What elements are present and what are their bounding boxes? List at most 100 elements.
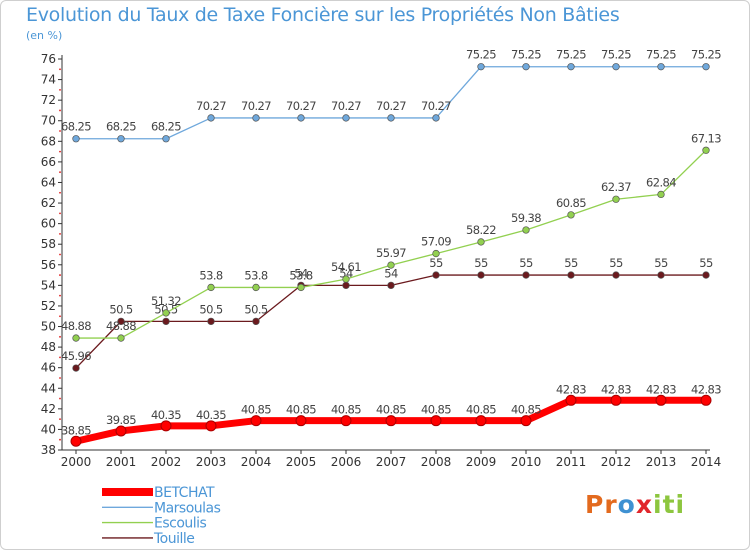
data-point-escoulis — [657, 190, 665, 199]
y-minor-tick — [59, 130, 61, 132]
data-label-touille: 50.5 — [244, 302, 267, 316]
legend-label-escoulis: Escoulis — [154, 516, 207, 532]
y-tick-label: 58 — [41, 237, 56, 251]
logo-letter: i — [653, 490, 663, 519]
series-line-touille — [75, 274, 707, 369]
logo-letter: o — [617, 490, 636, 519]
data-label-touille: 54 — [384, 266, 398, 280]
data-point-betchat — [385, 415, 397, 427]
data-label-betchat: 40.35 — [151, 408, 181, 422]
y-tick-label: 40 — [41, 422, 56, 436]
y-minor-tick — [59, 253, 61, 256]
x-tick-label: 2010 — [511, 455, 542, 469]
data-label-escoulis: 54.61 — [331, 260, 361, 274]
data-point-escoulis — [387, 261, 395, 269]
data-label-escoulis: 67.13 — [691, 131, 721, 145]
data-label-betchat: 42.83 — [601, 382, 631, 396]
logo-letter: i — [675, 490, 686, 519]
data-label-escoulis: 55.97 — [376, 246, 406, 260]
data-point-touille — [432, 271, 440, 279]
data-point-touille — [72, 364, 80, 372]
data-point-touille — [477, 271, 485, 279]
legend-label-touille: Touille — [153, 531, 194, 547]
x-tick-label: 2012 — [601, 455, 632, 469]
chart-title: Evolution du Taux de Taxe Foncière sur l… — [26, 4, 620, 26]
data-label-betchat: 40.85 — [376, 403, 406, 417]
data-label-touille: 55 — [519, 256, 533, 270]
data-point-marsoulas — [72, 135, 80, 143]
y-minor-tick — [59, 377, 61, 379]
y-minor-tick — [59, 335, 61, 338]
data-point-escoulis — [252, 283, 260, 292]
data-label-touille: 54 — [294, 266, 308, 280]
data-point-marsoulas — [207, 114, 215, 122]
data-point-marsoulas — [252, 114, 260, 122]
x-tick-label: 2009 — [466, 455, 497, 469]
y-minor-tick — [59, 418, 61, 421]
y-minor-tick — [59, 438, 61, 441]
data-label-marsoulas: 70.27 — [241, 99, 271, 113]
data-label-touille: 55 — [609, 256, 623, 270]
logo-letter: P — [585, 490, 605, 519]
logo-letter: t — [662, 490, 676, 519]
x-tick-label: 2002 — [151, 455, 182, 469]
data-label-touille: 50.5 — [199, 302, 222, 316]
data-label-betchat: 42.83 — [691, 382, 721, 396]
data-point-betchat — [430, 415, 442, 427]
legend-label-betchat: BETCHAT — [154, 485, 215, 501]
logo-letter: x — [635, 490, 653, 519]
x-tick-label: 2007 — [376, 455, 407, 469]
data-point-touille — [342, 281, 350, 290]
y-tick-label: 44 — [41, 381, 56, 395]
y-minor-tick — [59, 315, 61, 318]
data-point-marsoulas — [297, 114, 305, 122]
data-point-marsoulas — [612, 63, 620, 71]
data-label-marsoulas: 70.27 — [196, 99, 226, 113]
x-tick-label: 2004 — [241, 455, 272, 469]
data-label-marsoulas: 75.25 — [691, 48, 721, 62]
data-label-marsoulas: 75.25 — [466, 48, 496, 62]
x-tick-label: 2000 — [61, 455, 92, 469]
data-label-betchat: 40.85 — [331, 403, 361, 417]
y-tick-label: 74 — [41, 73, 56, 87]
data-point-betchat — [205, 420, 217, 432]
y-tick-label: 68 — [41, 134, 56, 148]
data-point-touille — [702, 271, 710, 279]
data-point-touille — [207, 317, 215, 326]
y-minor-tick — [59, 274, 61, 276]
x-tick-label: 2011 — [556, 455, 587, 469]
data-label-marsoulas: 75.25 — [556, 48, 586, 62]
y-minor-tick — [59, 212, 61, 215]
data-label-marsoulas: 75.25 — [646, 48, 676, 62]
y-minor-tick — [59, 171, 61, 174]
x-tick-label: 2001 — [106, 455, 137, 469]
data-label-marsoulas: 75.25 — [511, 48, 541, 62]
data-label-betchat: 40.85 — [466, 403, 496, 417]
data-point-marsoulas — [657, 63, 665, 71]
data-point-touille — [117, 317, 125, 326]
data-point-marsoulas — [387, 114, 395, 122]
data-label-betchat: 40.85 — [241, 403, 271, 417]
logo-letter: r — [604, 490, 618, 519]
data-label-touille: 50.5 — [109, 302, 132, 316]
x-tick-label: 2008 — [421, 455, 452, 469]
data-label-marsoulas: 70.27 — [421, 99, 451, 113]
data-point-marsoulas — [117, 135, 125, 143]
x-tick-label: 2013 — [646, 455, 677, 469]
y-minor-tick — [59, 68, 61, 71]
data-point-betchat — [700, 394, 712, 406]
data-label-betchat: 40.85 — [421, 403, 451, 417]
data-label-marsoulas: 75.25 — [601, 48, 631, 62]
y-minor-tick — [59, 191, 61, 194]
data-point-marsoulas — [342, 114, 350, 122]
series-line-escoulis — [75, 149, 707, 339]
data-point-betchat — [295, 415, 307, 427]
data-point-escoulis — [432, 249, 440, 258]
data-point-marsoulas — [522, 63, 530, 71]
data-label-betchat: 40.85 — [511, 403, 541, 417]
data-label-betchat: 39.85 — [106, 413, 136, 427]
data-label-betchat: 42.83 — [556, 382, 586, 396]
y-tick-label: 66 — [41, 155, 56, 169]
data-point-betchat — [115, 425, 127, 437]
